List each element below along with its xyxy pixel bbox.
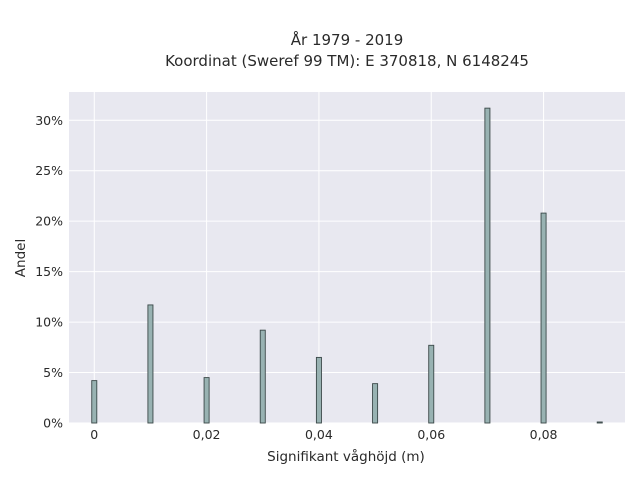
- y-tick-label: 5%: [43, 365, 63, 380]
- bar: [428, 344, 435, 424]
- bars: [91, 107, 603, 424]
- x-tick-label: 0,06: [417, 427, 445, 442]
- y-axis-label: Andel: [13, 239, 29, 277]
- bar: [203, 377, 210, 424]
- bar: [540, 212, 547, 424]
- y-tick-label: 25%: [35, 163, 63, 178]
- y-tick-label: 10%: [35, 315, 63, 330]
- bar: [372, 383, 379, 424]
- chart-title: År 1979 - 2019: [291, 30, 404, 49]
- x-tick-label: 0,08: [530, 427, 558, 442]
- bar: [315, 356, 322, 424]
- bar: [259, 329, 266, 424]
- y-tick-label: 30%: [35, 113, 63, 128]
- bar: [596, 421, 603, 424]
- y-axis-ticks: 0% 5% 10% 15% 20% 25% 30%: [35, 113, 63, 431]
- bar: [484, 107, 491, 424]
- x-tick-label: 0,04: [305, 427, 333, 442]
- y-tick-label: 0%: [43, 416, 63, 431]
- chart-subtitle: Koordinat (Sweref 99 TM): E 370818, N 61…: [165, 52, 529, 70]
- y-tick-label: 15%: [35, 264, 63, 279]
- plot-area: [69, 92, 625, 423]
- bar: [91, 380, 98, 424]
- y-tick-label: 20%: [35, 214, 63, 229]
- x-axis-label: Signifikant våghöjd (m): [267, 448, 425, 465]
- x-tick-label: 0: [90, 427, 98, 442]
- x-axis-ticks: 0 0,02 0,04 0,06 0,08: [90, 427, 557, 442]
- x-tick-label: 0,02: [193, 427, 221, 442]
- bar: [147, 304, 154, 424]
